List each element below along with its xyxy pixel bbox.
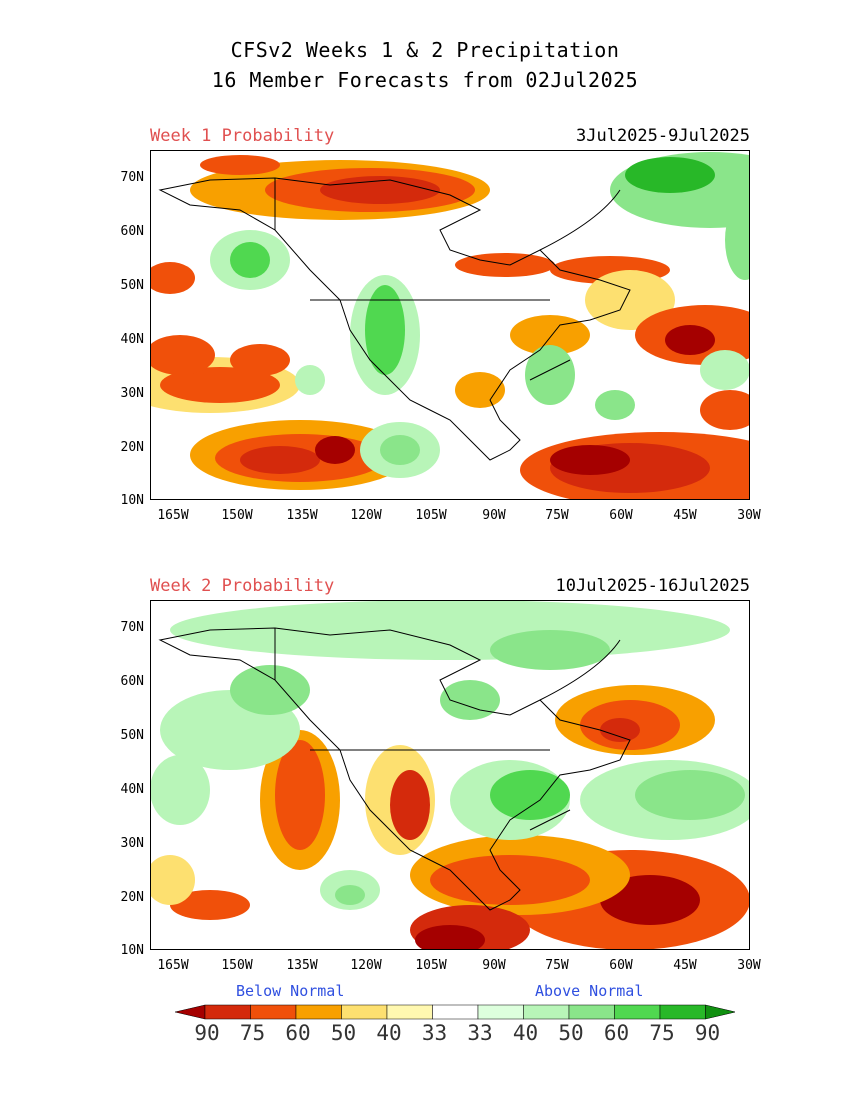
week2-lon-tick: 75W (545, 958, 569, 973)
week1-lon-tick: 165W (157, 508, 189, 523)
week2-lat-tick: 70N (120, 620, 144, 635)
week1-lon-tick: 105W (415, 508, 447, 523)
week2-lon-tick: 135W (286, 958, 318, 973)
colorbar-value-label: 40 (512, 1021, 539, 1045)
week2-lon-tick: 165W (157, 958, 189, 973)
below-normal-caption: Below Normal (236, 982, 345, 1000)
color-bar (175, 1004, 735, 1020)
week1-lat-tick: 70N (120, 170, 144, 185)
week2-dates: 10Jul2025-16Jul2025 (555, 576, 750, 596)
week2-frame (150, 600, 750, 950)
colorbar-value-label: 50 (330, 1021, 357, 1045)
chart-title-line1: CFSv2 Weeks 1 & 2 Precipitation (230, 38, 620, 62)
week1-lon-tick: 75W (545, 508, 569, 523)
week2-below-normal-areas (150, 685, 750, 950)
colorbar-value-label: 75 (239, 1021, 266, 1045)
week1-map (150, 150, 750, 500)
colorbar-cell (204, 1004, 251, 1020)
week2-lon-tick: 30W (737, 958, 761, 973)
week1-lat-tick: 10N (120, 493, 144, 508)
week2-lat-tick: 20N (120, 890, 144, 905)
week2-lat-tick: 40N (120, 782, 144, 797)
colorbar-value-label: 90 (194, 1021, 220, 1045)
colorbar-cell (614, 1004, 661, 1020)
week1-lon-tick: 90W (482, 508, 506, 523)
week2-map (150, 600, 750, 950)
week1-lon-tick: 30W (737, 508, 761, 523)
colorbar-value-label: 40 (376, 1021, 402, 1045)
above-normal-caption: Above Normal (535, 982, 644, 1000)
week1-lat-tick: 50N (120, 278, 144, 293)
week1-lat-tick: 40N (120, 332, 144, 347)
week2-coastlines (158, 627, 631, 911)
week2-lat-tick: 60N (120, 674, 144, 689)
week1-lon-tick: 60W (609, 508, 633, 523)
week1-label: Week 1 Probability (150, 126, 335, 146)
week2-lat-tick: 50N (120, 728, 144, 743)
colorbar-cell (659, 1004, 706, 1020)
week1-coastlines (158, 177, 631, 461)
colorbar-cell (250, 1004, 297, 1020)
colorbar-value-label: 60 (285, 1021, 311, 1045)
week1-above-normal-areas (210, 152, 750, 478)
colorbar-value-label: 75 (649, 1021, 675, 1045)
colorbar-cell (477, 1004, 524, 1020)
colorbar-value-label: 90 (694, 1021, 721, 1045)
week2-above-normal-areas (150, 600, 750, 910)
week1-lat-tick: 30N (120, 386, 144, 401)
week1-lon-tick: 120W (350, 508, 382, 523)
week2-lat-tick: 10N (120, 943, 144, 958)
colorbar-value-label: 33 (467, 1021, 493, 1045)
colorbar-cell (295, 1004, 342, 1020)
colorbar-cell (568, 1004, 615, 1020)
colorbar-cell (523, 1004, 570, 1020)
colorbar-cell (341, 1004, 388, 1020)
week1-below-normal-areas (150, 155, 750, 500)
week1-lon-tick: 135W (286, 508, 318, 523)
colorbar-cell (386, 1004, 433, 1020)
colorbar-value-label: 50 (558, 1021, 584, 1045)
week2-lon-tick: 90W (482, 958, 506, 973)
chart-title-line2: 16 Member Forecasts from 02Jul2025 (211, 68, 639, 92)
week1-lon-tick: 150W (221, 508, 253, 523)
week2-lat-tick: 30N (120, 836, 144, 851)
colorbar-end-left (175, 1004, 206, 1020)
colorbar-end-right (705, 1004, 735, 1020)
week2-lon-tick: 150W (221, 958, 253, 973)
week1-lat-tick: 20N (120, 440, 144, 455)
week2-lon-tick: 105W (415, 958, 447, 973)
colorbar-value-label: 60 (603, 1021, 630, 1045)
week1-dates: 3Jul2025-9Jul2025 (576, 126, 750, 146)
week1-lat-tick: 60N (120, 224, 144, 239)
colorbar-value-label: 33 (421, 1021, 448, 1045)
week1-lon-tick: 45W (673, 508, 697, 523)
colorbar-cell (432, 1004, 479, 1020)
week1-frame (150, 150, 750, 500)
week2-lon-tick: 120W (350, 958, 382, 973)
week2-lon-tick: 45W (673, 958, 697, 973)
week2-label: Week 2 Probability (150, 576, 335, 596)
week2-lon-tick: 60W (609, 958, 633, 973)
